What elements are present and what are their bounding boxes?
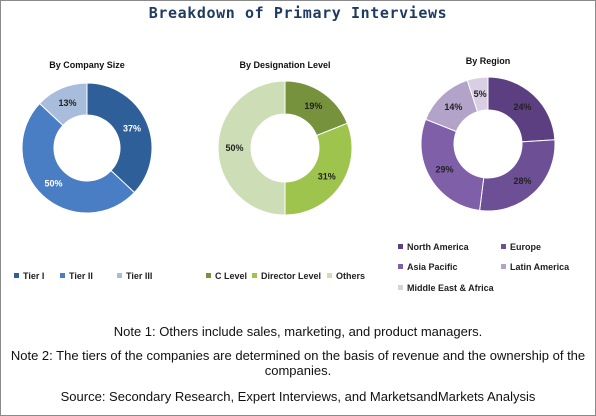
legend-item-company-size-1: Tier II xyxy=(60,271,93,281)
legend-swatch xyxy=(117,273,122,278)
legend-swatch xyxy=(14,273,19,278)
legend-label: Latin America xyxy=(510,262,570,272)
legend-label: North America xyxy=(407,242,469,252)
legend-swatch xyxy=(398,244,403,249)
legend-item-region-4: Middle East & Africa xyxy=(398,283,494,293)
slice-label-designation-level-2: 50% xyxy=(225,143,243,153)
legend-label: Tier III xyxy=(126,271,153,281)
legend-swatch xyxy=(206,273,211,278)
chart-title-region: By Region xyxy=(466,56,511,66)
slice-label-company-size-0: 37% xyxy=(123,124,141,134)
slice-company-size-0 xyxy=(86,82,153,194)
source-note: Source: Secondary Research, Expert Inter… xyxy=(60,389,536,404)
legend-item-region-3: Latin America xyxy=(501,262,569,272)
legend-label: Tier II xyxy=(69,271,93,281)
legend-item-designation-level-1: Director Level xyxy=(252,271,321,281)
slice-label-company-size-2: 13% xyxy=(59,98,77,108)
legend-item-region-0: North America xyxy=(398,242,469,252)
note-1: Note 1: Others include sales, marketing,… xyxy=(113,324,483,339)
main-title: Breakdown of Primary Interviews xyxy=(148,4,448,22)
legend-swatch xyxy=(501,244,506,249)
legend-label: Director Level xyxy=(261,271,322,281)
legend-label: Middle East & Africa xyxy=(407,283,494,293)
legend-swatch xyxy=(398,264,403,269)
slice-region-2 xyxy=(420,118,485,212)
legend-label: C Level xyxy=(215,271,248,281)
legend-item-designation-level-0: C Level xyxy=(206,271,247,281)
slice-label-designation-level-1: 31% xyxy=(318,171,336,181)
slice-label-designation-level-0: 19% xyxy=(304,101,322,111)
legend-label: Asia Pacific xyxy=(407,262,458,272)
slice-label-region-1: 28% xyxy=(514,176,532,186)
slice-designation-level-2 xyxy=(217,80,286,216)
legend-label: Tier I xyxy=(23,271,45,281)
legend-swatch xyxy=(252,273,257,278)
slice-label-region-3: 14% xyxy=(444,102,462,112)
legend-item-region-2: Asia Pacific xyxy=(398,262,458,272)
legend-item-region-1: Europe xyxy=(501,242,541,252)
legend-item-company-size-2: Tier III xyxy=(117,271,152,281)
chart-title-company-size: By Company Size xyxy=(49,60,125,70)
chart-title-designation-level: By Designation Level xyxy=(239,60,330,70)
slice-label-company-size-1: 50% xyxy=(44,179,62,189)
note-2: Note 2: The tiers of the companies are d… xyxy=(10,348,586,378)
slice-region-4 xyxy=(466,76,489,113)
slice-label-region-0: 24% xyxy=(514,102,532,112)
slice-company-size-2 xyxy=(38,82,88,127)
legend-swatch xyxy=(398,285,403,290)
legend-swatch xyxy=(501,264,506,269)
slice-company-size-1 xyxy=(21,102,136,214)
slice-region-1 xyxy=(479,139,556,212)
legend-label: Others xyxy=(336,271,366,281)
legend-item-company-size-0: Tier I xyxy=(14,271,44,281)
legend-label: Europe xyxy=(510,242,542,252)
legend-swatch xyxy=(327,273,332,278)
donut-charts: By Company Size 37% 50% 13% By Designation L… xyxy=(21,56,556,216)
slice-designation-level-1 xyxy=(284,122,353,216)
legend-item-designation-level-2: Others xyxy=(327,271,365,281)
legend-swatch xyxy=(60,273,65,278)
slice-label-region-4: 5% xyxy=(474,89,487,99)
slice-label-region-2: 29% xyxy=(436,165,454,175)
